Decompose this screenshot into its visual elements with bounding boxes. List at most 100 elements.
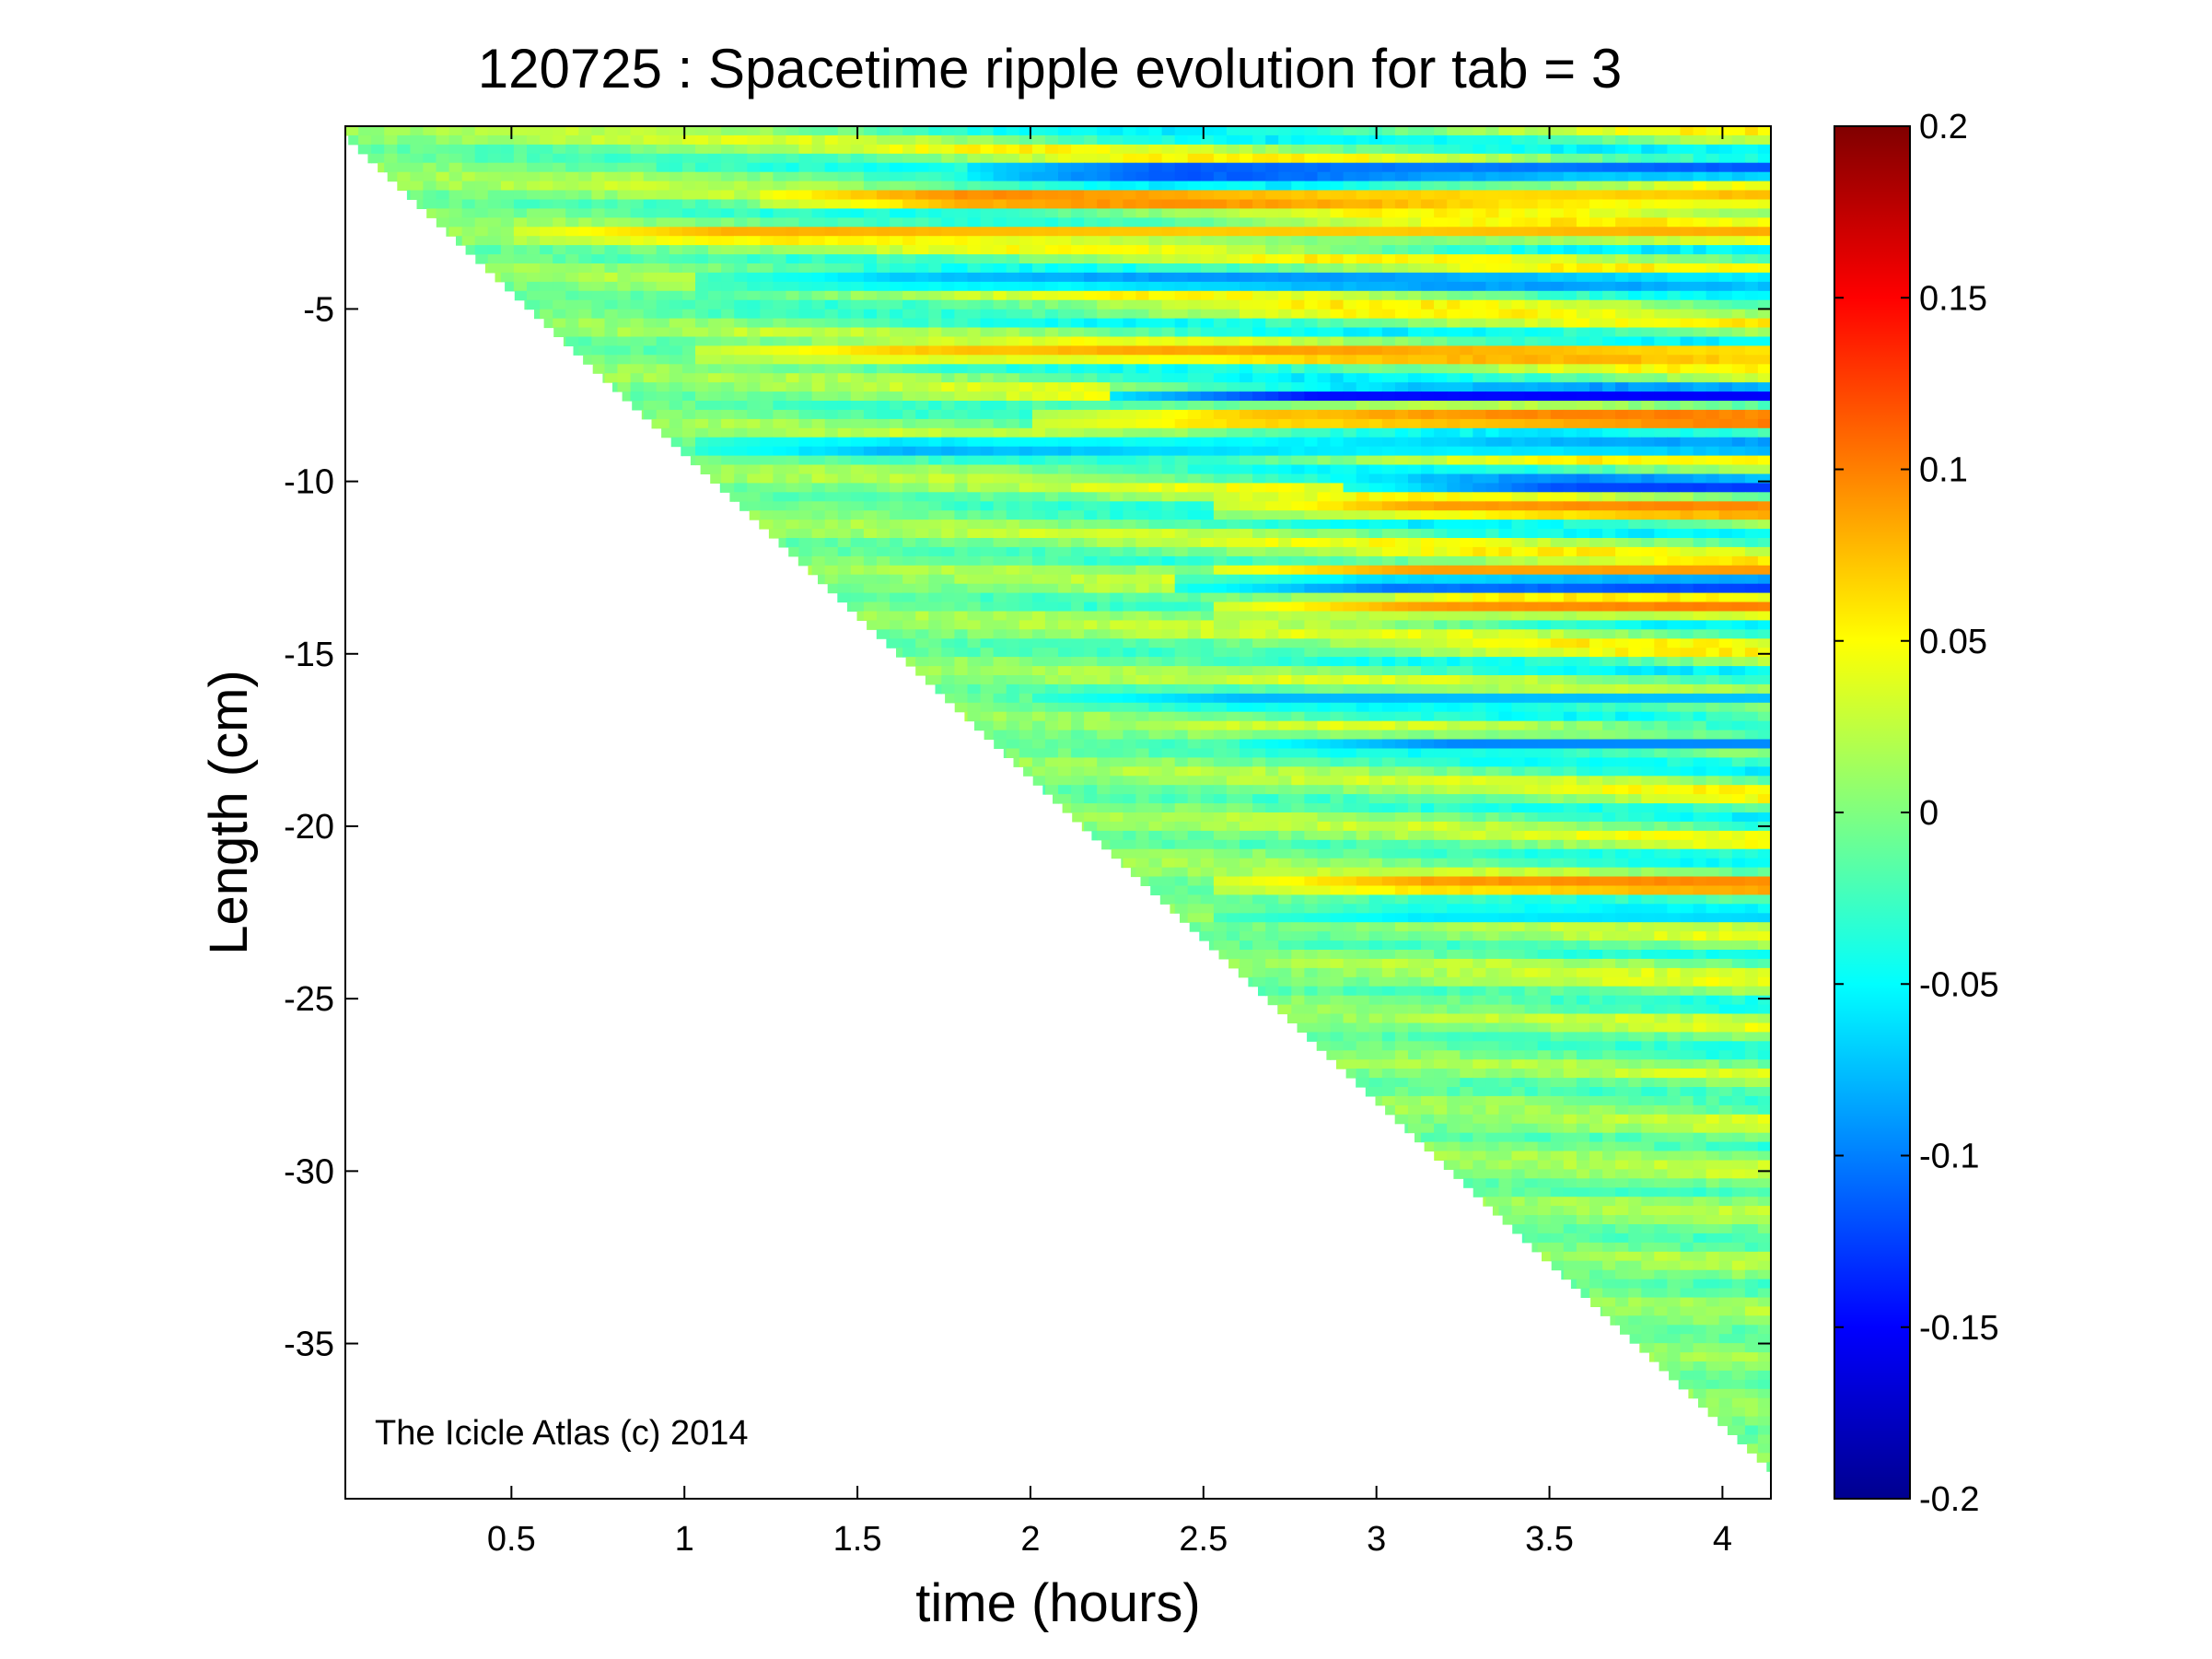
heatmap-cell [578,208,592,218]
heatmap-cell [1161,208,1176,218]
heatmap-cell [1343,290,1357,301]
heatmap-cell [495,272,502,283]
heatmap-cell [1304,455,1319,466]
heatmap-cell [928,620,942,630]
heatmap-cell [1615,290,1629,301]
heatmap-cell [1368,299,1383,310]
heatmap-cell [1278,373,1292,383]
heatmap-cell [1641,290,1655,301]
heatmap-cell [1174,126,1189,136]
heatmap-cell [1110,181,1123,192]
heatmap-cell [1576,263,1590,274]
heatmap-cell [1006,483,1020,493]
heatmap-cell [1537,245,1552,255]
heatmap-cell [1135,455,1150,466]
heatmap-cell [1161,620,1176,630]
heatmap-cell [1174,309,1189,320]
heatmap-cell [1498,290,1513,301]
heatmap-cell [1563,464,1578,474]
heatmap-cell [1408,501,1422,511]
heatmap-cell [1718,592,1733,603]
heatmap-cell [1381,144,1396,155]
heatmap-cell [1550,336,1565,346]
heatmap-cell [1058,263,1072,274]
heatmap-cell [967,546,982,557]
heatmap-cell [1174,620,1189,630]
heatmap-cell [1421,199,1435,209]
heatmap-cell [1693,299,1707,310]
heatmap-cell [1485,134,1500,146]
heatmap-cell [1265,520,1279,530]
heatmap-cell [1667,583,1682,594]
heatmap-cell [1031,290,1046,301]
heatmap-cell [602,373,606,383]
heatmap-cell [1304,364,1319,374]
heatmap-cell [1381,309,1396,320]
heatmap-cell [915,355,929,365]
heatmap-cell [656,144,670,155]
heatmap-cell [1524,355,1539,365]
heatmap-cell [1252,409,1266,420]
heatmap-cell [1304,290,1319,301]
heatmap-cell [1563,620,1578,630]
heatmap-cell [1330,336,1345,346]
heatmap-cell [1394,245,1409,255]
heatmap-cell [1343,245,1357,255]
heatmap-cell [1615,592,1629,603]
heatmap-cell [1291,611,1305,621]
heatmap-cell [1174,382,1189,392]
heatmap-cell [993,427,1007,438]
heatmap-cell [1084,565,1098,576]
heatmap-cell [902,520,916,530]
heatmap-cell [1213,565,1228,576]
heatmap-cell [1434,190,1448,200]
heatmap-cell [798,555,813,567]
heatmap-cell [1226,208,1240,218]
heatmap-cell [1563,391,1578,402]
heatmap-cell [1058,409,1072,420]
heatmap-cell [1058,162,1072,173]
heatmap-cell [1589,446,1603,457]
heatmap-cell [448,144,463,155]
heatmap-cell [1654,364,1668,374]
heatmap-cell [695,409,709,420]
heatmap-cell [1291,501,1305,511]
heatmap-cell [1757,455,1771,466]
heatmap-cell [721,355,735,365]
heatmap-cell [1317,382,1332,392]
heatmap-cell [1511,401,1526,411]
heatmap-cell [1473,501,1486,511]
heatmap-cell [1473,520,1486,530]
heatmap-cell [1589,318,1603,329]
heatmap-cell [967,336,982,346]
heatmap-cell [798,208,813,218]
heatmap-cell [941,299,955,310]
heatmap-cell [1511,290,1526,301]
heatmap-cell [1667,254,1682,264]
heatmap-cell [1135,134,1150,146]
heatmap-cell [863,409,878,420]
heatmap-cell [1473,181,1486,192]
heatmap-cell [980,437,995,448]
heatmap-cell [1123,199,1137,209]
heatmap-cell [1187,227,1202,237]
heatmap-cell [1226,318,1240,329]
heatmap-cell [1071,281,1085,292]
heatmap-cell [1291,272,1305,283]
heatmap-cell [915,529,929,539]
heatmap-cell [1718,464,1733,474]
heatmap-cell [1368,501,1383,511]
heatmap-cell [890,373,903,383]
heatmap-cell [1460,171,1473,182]
heatmap-cell [1381,263,1396,274]
heatmap-cell [1110,611,1123,621]
heatmap-cell [1200,227,1215,237]
heatmap-cell [1330,555,1345,567]
heatmap-cell [902,391,916,402]
heatmap-cell [721,272,735,283]
heatmap-cell [1044,199,1059,209]
heatmap-cell [1744,181,1759,192]
heatmap-cell [1317,401,1332,411]
heatmap-cell [1071,437,1085,448]
heatmap-cell [1447,254,1461,264]
